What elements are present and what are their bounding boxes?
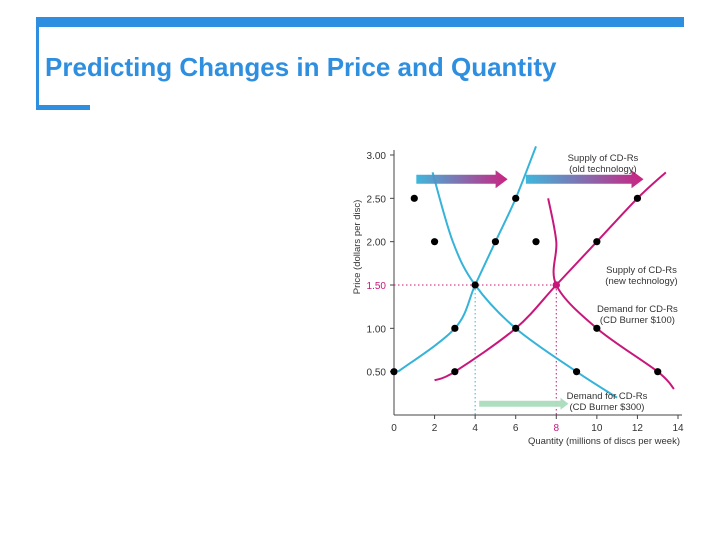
y-tick-label: 2.00 bbox=[367, 238, 387, 249]
data-point bbox=[491, 238, 500, 246]
curve-label-demand-new: Demand for CD-Rs bbox=[597, 304, 678, 315]
title-accent-bar bbox=[36, 17, 684, 27]
curve-demand-old bbox=[431, 172, 618, 399]
supply-demand-chart: 0.50 1.00 1.50 2.00 2.50 3.00 0 2 4 6 8 10 12 14 Quant… bbox=[352, 145, 684, 447]
shift-arrow-supply-right bbox=[525, 170, 644, 189]
curve-label-supply-new: Supply of CD-Rs bbox=[606, 265, 677, 276]
data-point bbox=[410, 194, 418, 202]
x-tick-label: 6 bbox=[513, 423, 519, 434]
data-point bbox=[532, 238, 540, 246]
y-tick-label: 2.50 bbox=[367, 194, 387, 205]
data-point bbox=[471, 281, 479, 289]
y-tick-label: 1.00 bbox=[367, 324, 387, 335]
curve-label-demand-new: (CD Burner $100) bbox=[600, 315, 675, 326]
data-point bbox=[451, 324, 459, 332]
data-point bbox=[430, 238, 439, 246]
shift-arrow-supply-left bbox=[416, 170, 508, 189]
x-axis-label: Quantity (millions of discs per week) bbox=[528, 436, 680, 447]
x-tick-label: 4 bbox=[472, 423, 478, 434]
x-tick-label: 2 bbox=[432, 423, 438, 434]
data-point bbox=[593, 238, 601, 246]
curve-label-demand-old: Demand for CD-Rs bbox=[567, 391, 648, 402]
data-point bbox=[593, 324, 601, 332]
x-tick-label: 10 bbox=[591, 423, 603, 434]
data-point bbox=[572, 368, 581, 376]
title-accent-underline bbox=[36, 105, 90, 110]
curve-label-supply-old: Supply of CD-Rs bbox=[568, 153, 639, 164]
data-point bbox=[654, 368, 662, 376]
curve-label-supply-new: (new technology) bbox=[605, 276, 677, 287]
y-tick-label: 3.00 bbox=[367, 151, 387, 162]
y-tick-label: 0.50 bbox=[367, 368, 387, 379]
x-tick-label: 14 bbox=[672, 423, 684, 434]
y-tick-label: 1.50 bbox=[367, 281, 387, 292]
shift-arrow-demand bbox=[479, 397, 569, 410]
title-accent-left-rule bbox=[36, 27, 39, 107]
equilibrium-point bbox=[552, 281, 560, 289]
data-point bbox=[512, 324, 520, 332]
x-tick-label: 12 bbox=[632, 423, 644, 434]
x-tick-label: 0 bbox=[391, 423, 397, 434]
y-axis-label: Price (dollars per disc) bbox=[352, 200, 363, 295]
curve-label-supply-old: (old technology) bbox=[569, 164, 637, 175]
slide-title: Predicting Changes in Price and Quantity bbox=[45, 52, 557, 82]
data-point bbox=[512, 194, 520, 202]
x-tick-label: 8 bbox=[554, 423, 560, 434]
data-point bbox=[633, 194, 642, 202]
curve-label-demand-old: (CD Burner $300) bbox=[570, 402, 645, 413]
data-point bbox=[390, 368, 398, 376]
data-point bbox=[451, 368, 459, 376]
